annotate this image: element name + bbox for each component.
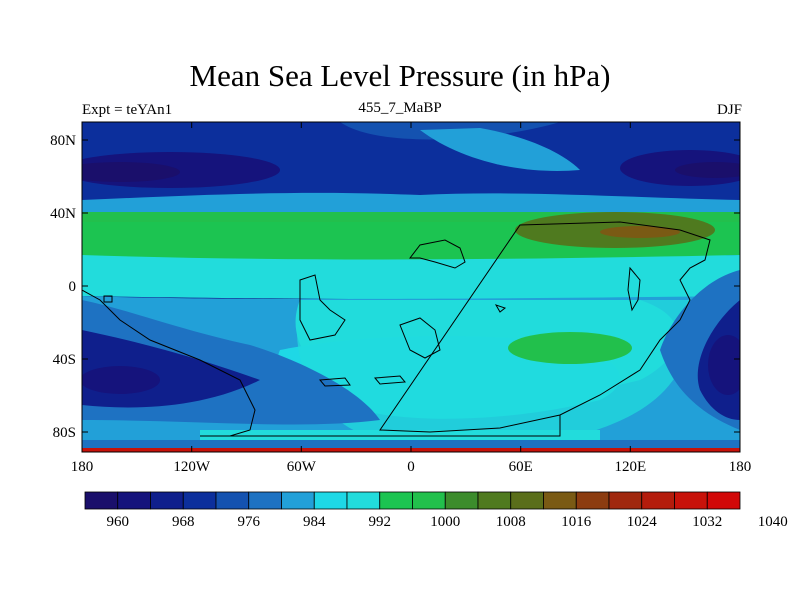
lat-tick-label: 80N <box>50 133 76 149</box>
lon-tick-label: 120W <box>173 459 211 475</box>
colorbar-label: 968 <box>172 514 195 530</box>
colorbar-swatch <box>313 491 348 510</box>
colorbar-swatch <box>543 491 577 510</box>
colorbar-swatch <box>641 491 675 510</box>
season-label: DJF <box>716 102 742 118</box>
lon-tick-label: 60E <box>509 459 533 475</box>
colorbar-swatch <box>510 491 544 510</box>
colorbar-swatch <box>608 491 643 510</box>
colorbar-swatch <box>117 491 151 510</box>
colorbar-labels: 960 968 976 984 992 1000 1008 1016 1024 1032 1040 <box>107 514 788 530</box>
colorbar-swatch <box>84 491 119 510</box>
page-title: Mean Sea Level Pressure (in hPa) <box>189 58 611 93</box>
colorbar-swatch <box>412 491 446 510</box>
lat-tick-label: 0 <box>69 279 77 295</box>
lat-tick-label: 40S <box>53 352 76 368</box>
colorbar-swatch <box>215 491 250 510</box>
lon-tick-label: 120E <box>614 459 646 475</box>
colorbar-swatch <box>706 491 741 510</box>
lat-tick-label: 80S <box>53 425 76 441</box>
colorbar-label: 960 <box>107 514 130 530</box>
colorbar-swatch <box>150 491 184 510</box>
lon-tick-marks <box>81 122 741 452</box>
colorbar-swatch <box>477 491 512 510</box>
lat-tick-marks <box>82 139 740 433</box>
lat-tick-label: 40N <box>50 206 76 222</box>
lon-tick-label: 180 <box>71 459 94 475</box>
colorbar-label: 1032 <box>692 514 722 530</box>
colorbar-label: 992 <box>369 514 392 530</box>
colorbar-label: 1016 <box>561 514 592 530</box>
colorbar-swatch <box>182 491 217 510</box>
coastlines <box>82 221 711 437</box>
colorbar-swatch <box>346 491 381 510</box>
colorbar-label: 1040 <box>758 514 788 530</box>
colorbar-swatch <box>281 491 315 510</box>
colorbar-label: 1008 <box>496 514 526 530</box>
colorbar-swatch <box>575 491 610 510</box>
colorbar-label: 1000 <box>430 514 460 530</box>
colorbar-swatch <box>674 491 708 510</box>
lon-tick-label: 60W <box>287 459 317 475</box>
colorbar <box>84 491 741 510</box>
lon-tick-label: 0 <box>407 459 415 475</box>
pressure-field <box>82 122 740 452</box>
colorbar-label: 984 <box>303 514 326 530</box>
colorbar-swatch <box>248 491 282 510</box>
experiment-label: Expt = teYAn1 <box>82 102 173 118</box>
colorbar-label: 1024 <box>627 514 658 530</box>
colorbar-swatch <box>444 491 479 510</box>
colorbar-label: 976 <box>238 514 261 530</box>
colorbar-swatch <box>379 491 413 510</box>
period-label: 455_7_MaBP <box>358 100 442 116</box>
lon-tick-label: 180 <box>729 459 752 475</box>
